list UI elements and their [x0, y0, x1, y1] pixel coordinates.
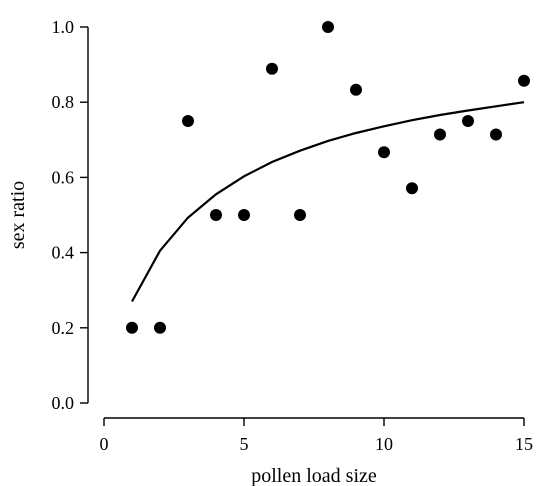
data-point	[238, 209, 250, 221]
x-tick-label: 10	[375, 434, 393, 454]
data-point	[378, 146, 390, 159]
data-point	[126, 321, 138, 334]
y-tick-label: 0.4	[52, 243, 75, 263]
x-axis-label: pollen load size	[251, 465, 377, 486]
y-ticks: 0.0 0.2 0.4 0.6 0.8 1.0	[52, 17, 88, 413]
data-point	[406, 182, 418, 195]
data-point	[322, 21, 334, 33]
y-axis-label: sex ratio	[7, 181, 29, 249]
data-point	[182, 115, 194, 127]
y-tick-label: 1.0	[52, 17, 75, 37]
x-tick-label: 5	[240, 434, 249, 454]
data-points	[126, 21, 530, 334]
data-point	[434, 128, 446, 141]
fit-line	[131, 101, 525, 303]
data-point	[210, 209, 222, 221]
data-point	[154, 321, 166, 334]
y-tick-label: 0.8	[52, 92, 75, 112]
fit-line-group	[131, 101, 525, 303]
y-tick-label: 0.2	[52, 318, 75, 338]
data-point	[350, 83, 362, 96]
data-point	[490, 128, 502, 141]
y-tick-label: 0.0	[52, 393, 75, 413]
axes	[87, 27, 524, 419]
y-tick-label: 0.6	[52, 167, 75, 187]
x-tick-label: 0	[100, 434, 109, 454]
data-point	[294, 209, 306, 221]
data-point	[266, 62, 278, 75]
data-point	[462, 115, 474, 127]
x-ticks: 0 5 10 15	[100, 418, 533, 454]
data-point	[518, 74, 530, 87]
x-tick-label: 15	[515, 434, 533, 454]
